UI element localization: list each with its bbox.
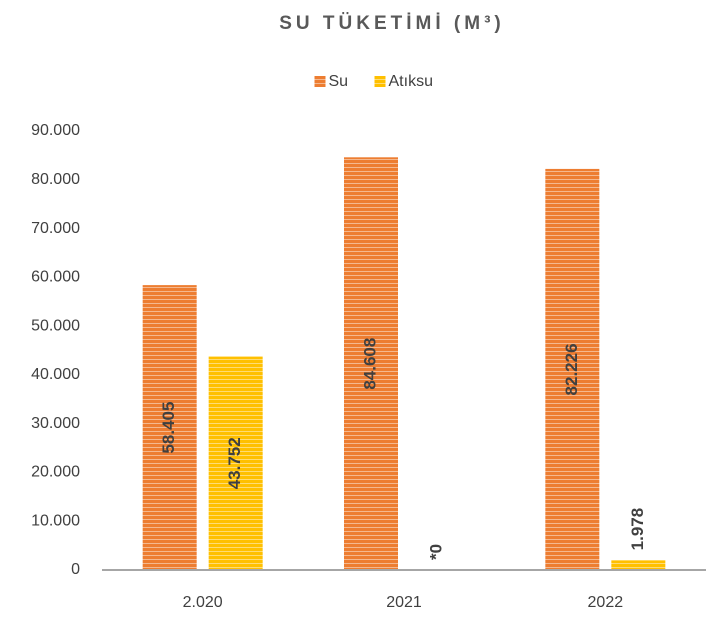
value-label: 82.226: [562, 343, 581, 395]
y-tick-label: 60.000: [31, 269, 80, 286]
x-tick-label: 2.020: [183, 594, 223, 611]
y-tick-label: 0: [71, 561, 80, 578]
bar: [545, 168, 600, 570]
y-tick-label: 40.000: [31, 366, 80, 383]
legend-label: Su: [329, 73, 349, 90]
value-label: 1.978: [628, 508, 647, 551]
bar: [611, 560, 666, 570]
x-tick-label: 2021: [386, 594, 422, 611]
bar: [344, 157, 398, 571]
bar: [208, 356, 263, 570]
bar: [142, 285, 197, 570]
y-tick-label: 10.000: [31, 512, 80, 529]
value-label: 58.405: [159, 402, 178, 454]
legend-swatch: [314, 76, 326, 87]
y-tick-label: 70.000: [31, 220, 80, 237]
legend-swatch: [374, 76, 386, 87]
value-label: 84.608: [360, 338, 379, 390]
y-tick-label: 20.000: [31, 464, 80, 481]
y-tick-label: 90.000: [31, 122, 80, 139]
legend-label: Atıksu: [389, 73, 433, 90]
chart-title: SU TÜKETİMİ (M³): [279, 13, 504, 34]
value-label: 43.752: [225, 437, 244, 489]
y-tick-label: 50.000: [31, 317, 80, 334]
y-tick-label: 30.000: [31, 415, 80, 432]
x-tick-label: 2022: [588, 594, 624, 611]
value-label: *0: [426, 544, 445, 560]
y-tick-label: 80.000: [31, 171, 80, 188]
